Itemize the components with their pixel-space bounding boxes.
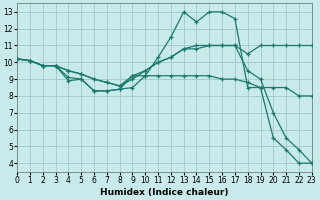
- X-axis label: Humidex (Indice chaleur): Humidex (Indice chaleur): [100, 188, 229, 197]
